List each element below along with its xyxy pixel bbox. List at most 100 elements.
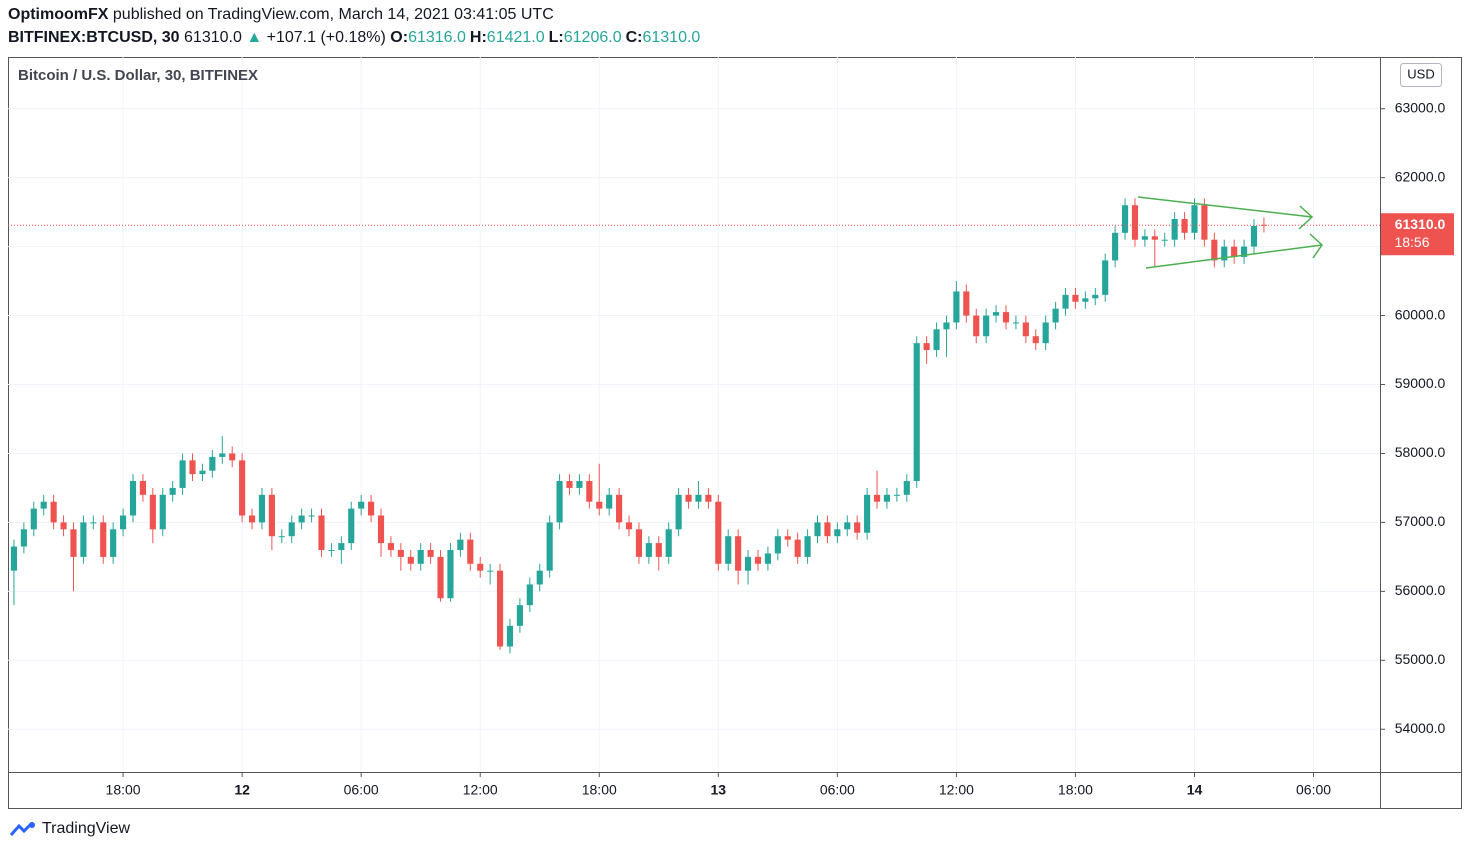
candle-body <box>606 494 613 509</box>
candle-body <box>844 522 851 530</box>
candle-body <box>70 529 77 557</box>
candle-body <box>645 543 652 557</box>
x-tick-label: 12:00 <box>939 782 974 798</box>
candle-body <box>30 508 37 530</box>
arrow: ▲ <box>246 29 263 46</box>
candle-body <box>407 556 414 564</box>
candle-body <box>387 543 395 550</box>
y-tick-label: 60000.0 <box>1395 306 1446 322</box>
candle-body <box>368 501 375 516</box>
candle-body <box>1072 294 1079 302</box>
candle-body <box>1211 239 1218 261</box>
candle-body <box>288 522 295 537</box>
candle-body <box>715 501 722 564</box>
candle-body <box>239 460 246 516</box>
candle-body <box>120 515 127 530</box>
candle-body <box>695 494 702 502</box>
candle-body <box>199 470 206 475</box>
ohlc-value: 61316.0 <box>408 29 466 46</box>
candle-body <box>348 508 355 544</box>
candle-body <box>100 522 107 557</box>
publish-line: OptimoomFX published on TradingView.com,… <box>8 6 554 24</box>
candle-body <box>1102 260 1109 295</box>
candle-body <box>50 501 57 523</box>
candle-body <box>854 522 861 533</box>
candle-body <box>258 494 266 523</box>
candle-body <box>1171 219 1178 240</box>
candle-body <box>496 570 504 647</box>
candle-body <box>20 529 27 547</box>
candle-body <box>229 453 236 461</box>
candle-body <box>963 291 970 316</box>
candle-body <box>1221 246 1228 261</box>
y-tick-label: 56000.0 <box>1395 582 1446 598</box>
candle-body <box>1201 205 1208 240</box>
candle-body <box>834 529 841 537</box>
candle-body <box>1062 294 1069 309</box>
candle-body <box>923 343 930 351</box>
candle-body <box>576 481 583 488</box>
candle-body <box>90 522 97 524</box>
candle-body <box>1191 205 1198 233</box>
last-price-box <box>1381 213 1454 256</box>
candle-body <box>616 494 623 523</box>
candle-body <box>278 536 285 538</box>
candle-body <box>377 515 385 544</box>
candle-body <box>536 570 543 585</box>
candle-body <box>10 546 18 571</box>
candle-body <box>893 494 900 496</box>
x-tick-label: 12:00 <box>463 782 498 798</box>
ohlc-label: C: <box>625 29 643 46</box>
candle-body <box>417 549 424 564</box>
candle-body <box>1042 322 1049 344</box>
candle-body <box>298 515 305 523</box>
candle-body <box>467 539 474 564</box>
ohlc-label: H: <box>469 29 487 46</box>
candle-body <box>784 536 791 540</box>
published: published on TradingView.com, March 14, … <box>112 6 554 23</box>
candle-body <box>873 494 881 502</box>
candle-body <box>1092 294 1099 299</box>
candle-body <box>556 481 563 523</box>
y-tick-label: 63000.0 <box>1395 99 1446 115</box>
currency: USD <box>1407 66 1434 81</box>
frame <box>8 57 1462 809</box>
candle-body <box>1151 236 1158 240</box>
candle-body <box>477 563 484 571</box>
candle-body <box>744 556 752 571</box>
candle-body <box>139 481 146 495</box>
candle-body <box>943 322 950 330</box>
candle-body <box>1112 232 1119 261</box>
y-tick-label: 58000.0 <box>1395 444 1446 460</box>
candle-body <box>814 522 821 537</box>
candle-body <box>754 556 762 564</box>
candle-body <box>516 605 523 626</box>
candle-body <box>1002 312 1010 323</box>
candle-body <box>993 312 1000 316</box>
x-tick-label: 14 <box>1187 782 1203 798</box>
candle-body <box>913 343 920 482</box>
candle-body <box>169 487 176 495</box>
y-tick-label: 55000.0 <box>1395 651 1446 667</box>
ohlc-value: 61206.0 <box>563 29 622 46</box>
candle-body <box>219 453 226 457</box>
candle-body <box>110 529 117 557</box>
y-tick-label: 57000.0 <box>1395 513 1446 529</box>
candle-body <box>328 549 335 551</box>
candle-body <box>397 549 404 557</box>
triangle-drawing <box>1137 196 1323 269</box>
candle-body <box>903 481 910 495</box>
candle-body <box>1250 225 1258 247</box>
candles <box>10 198 1268 654</box>
brand: TradingView <box>42 820 131 837</box>
candle-body <box>437 556 444 599</box>
candle-body <box>804 536 811 557</box>
candle-body <box>1121 205 1129 233</box>
x-tick-label: 06:00 <box>820 782 855 798</box>
x-tick-label: 18:00 <box>582 782 617 798</box>
change: +107.1 (+0.18%) <box>266 29 386 46</box>
countdown: 18:56 <box>1394 234 1429 250</box>
candle-body <box>189 460 196 475</box>
chart-title: Bitcoin / U.S. Dollar, 30, BITFINEX <box>18 67 258 84</box>
